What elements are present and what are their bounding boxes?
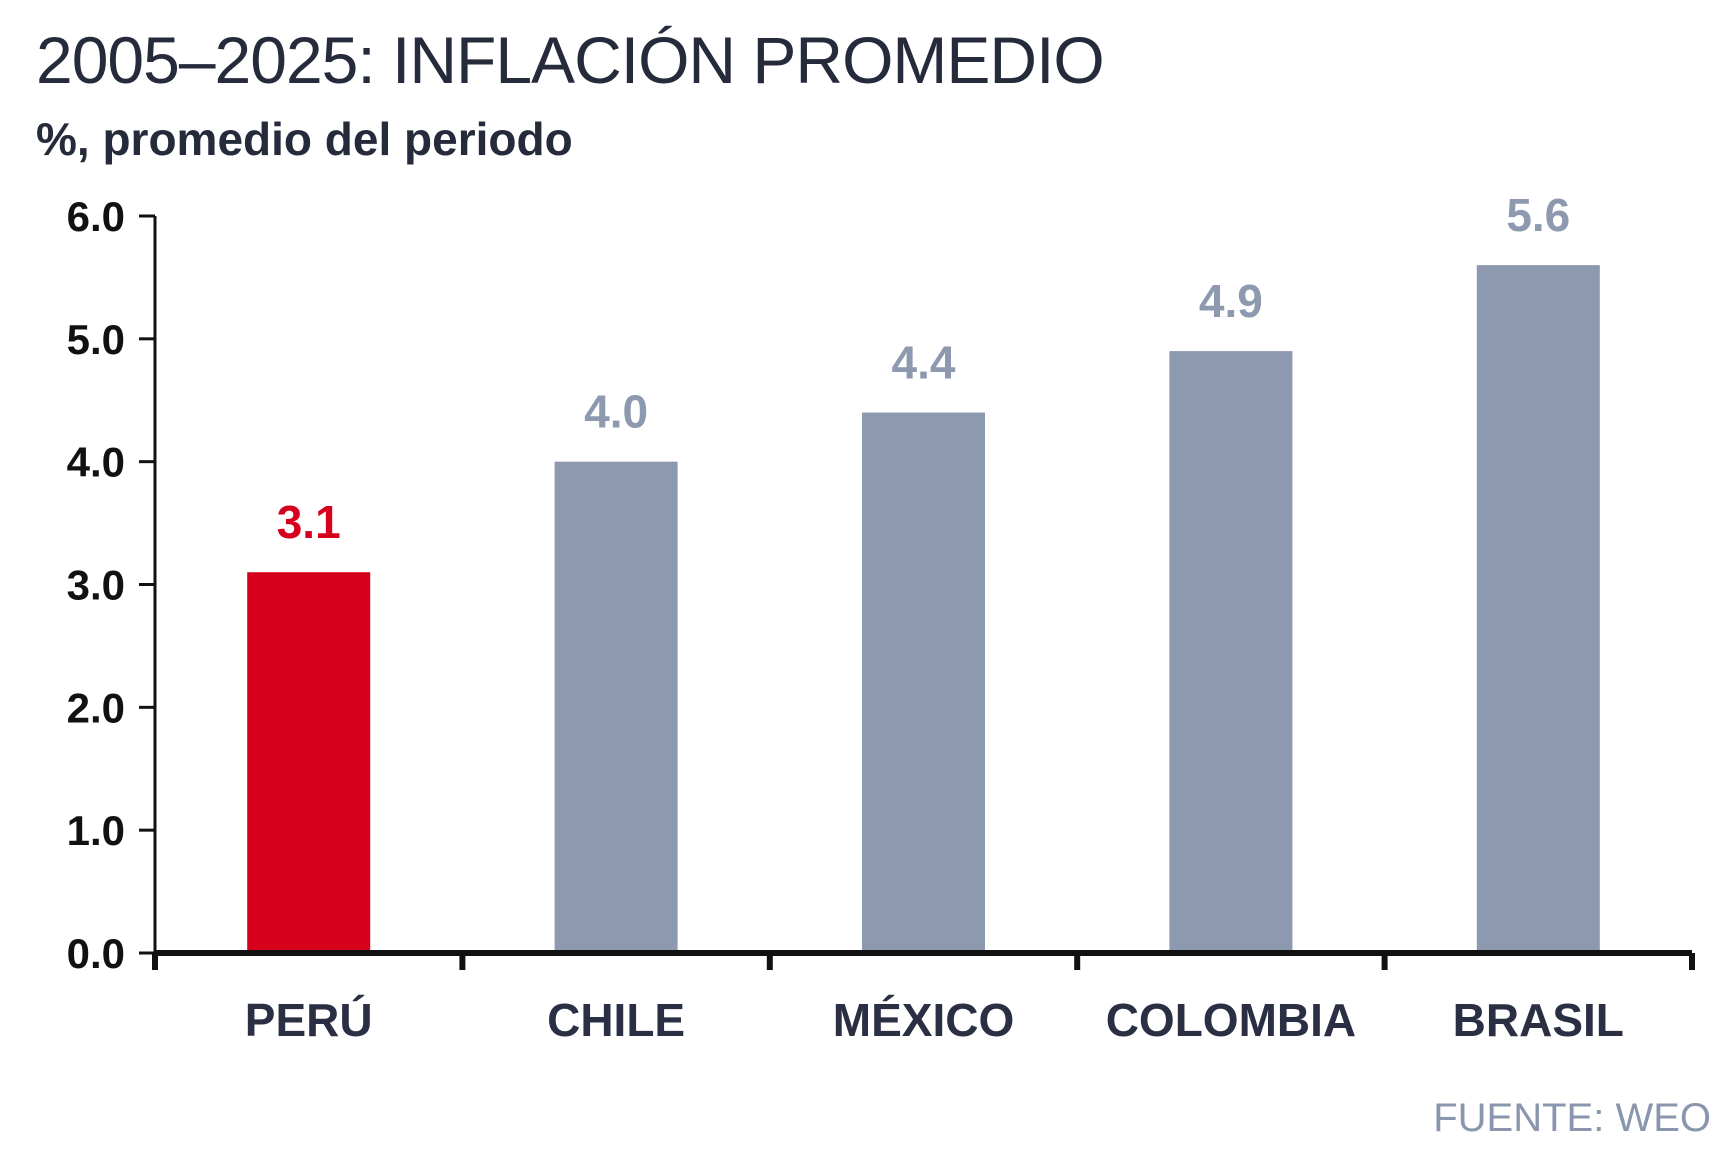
x-tick-label: MÉXICO	[833, 994, 1014, 1046]
y-tick-label: 3.0	[67, 562, 125, 609]
x-tick-label: CHILE	[547, 994, 685, 1046]
x-tick-label: BRASIL	[1453, 994, 1624, 1046]
chart-title: 2005–2025: INFLACIÓN PROMEDIO	[36, 23, 1105, 97]
y-tick-label: 4.0	[67, 439, 125, 486]
y-tick-label: 2.0	[67, 684, 125, 731]
data-label: 4.9	[1199, 275, 1263, 327]
data-label: 5.6	[1506, 189, 1570, 241]
bar	[247, 572, 371, 953]
data-label: 4.0	[584, 386, 648, 438]
data-label: 3.1	[277, 496, 341, 548]
y-tick-label: 0.0	[67, 930, 125, 977]
data-label: 4.4	[892, 337, 956, 389]
bar	[1169, 351, 1293, 953]
y-tick-label: 1.0	[67, 807, 125, 854]
x-tick-label: PERÚ	[245, 994, 373, 1046]
bar	[554, 461, 678, 953]
bar	[1476, 265, 1600, 954]
x-tick-label: COLOMBIA	[1106, 994, 1356, 1046]
y-tick-label: 5.0	[67, 316, 125, 363]
source-note: FUENTE: WEO	[1433, 1096, 1711, 1140]
bar	[862, 412, 985, 953]
chart-subtitle: %, promedio del periodo	[36, 113, 573, 165]
y-tick-label: 6.0	[67, 193, 125, 240]
